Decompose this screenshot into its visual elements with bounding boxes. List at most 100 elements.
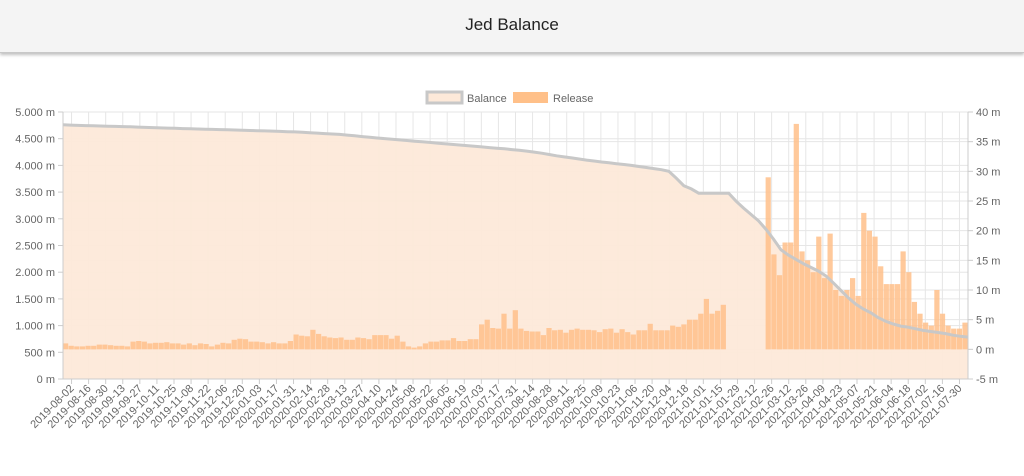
release-bar[interactable] xyxy=(782,242,788,350)
release-bar[interactable] xyxy=(445,340,451,350)
release-bar[interactable] xyxy=(675,326,681,350)
release-bar[interactable] xyxy=(254,341,260,350)
release-bar[interactable] xyxy=(928,325,934,350)
release-bar[interactable] xyxy=(383,335,389,350)
release-bar[interactable] xyxy=(299,335,305,350)
release-bar[interactable] xyxy=(844,290,850,350)
legend-balance-swatch[interactable] xyxy=(425,90,464,105)
release-bar[interactable] xyxy=(597,332,603,350)
release-bar[interactable] xyxy=(450,338,457,350)
release-bar[interactable] xyxy=(248,341,254,350)
release-bar[interactable] xyxy=(765,177,771,350)
release-bar[interactable] xyxy=(338,337,344,350)
release-bar[interactable] xyxy=(456,341,462,350)
release-bar[interactable] xyxy=(923,322,929,350)
release-bar[interactable] xyxy=(467,339,473,350)
release-bar[interactable] xyxy=(192,345,198,350)
release-bar[interactable] xyxy=(557,329,563,350)
release-bar[interactable] xyxy=(490,328,496,350)
release-bar[interactable] xyxy=(507,328,513,350)
release-bar[interactable] xyxy=(327,337,333,350)
release-bar[interactable] xyxy=(670,325,676,350)
release-bar[interactable] xyxy=(681,324,687,350)
release-bar[interactable] xyxy=(113,345,119,350)
release-bar[interactable] xyxy=(872,236,878,350)
release-bar[interactable] xyxy=(934,290,940,350)
release-bar[interactable] xyxy=(366,339,372,350)
release-bar[interactable] xyxy=(692,319,698,350)
release-bar[interactable] xyxy=(220,342,226,350)
release-bar[interactable] xyxy=(664,330,670,350)
release-bar[interactable] xyxy=(355,337,361,350)
release-bar[interactable] xyxy=(96,344,102,350)
release-bar[interactable] xyxy=(265,343,271,350)
release-bar[interactable] xyxy=(74,346,80,350)
release-bar[interactable] xyxy=(574,328,580,350)
release-bar[interactable] xyxy=(287,341,294,350)
release-bar[interactable] xyxy=(158,342,164,350)
release-bar[interactable] xyxy=(591,330,597,350)
release-bar[interactable] xyxy=(495,328,502,350)
release-bar[interactable] xyxy=(816,236,822,350)
release-bar[interactable] xyxy=(512,310,518,350)
release-bar[interactable] xyxy=(141,341,147,350)
release-bar[interactable] xyxy=(226,343,232,350)
release-bar[interactable] xyxy=(788,242,794,350)
release-bar[interactable] xyxy=(653,330,659,350)
release-bar[interactable] xyxy=(900,251,906,350)
release-bar[interactable] xyxy=(917,313,923,350)
release-bar[interactable] xyxy=(636,330,642,350)
release-bar[interactable] xyxy=(428,341,434,350)
legend-balance-label[interactable]: Balance xyxy=(467,93,507,105)
release-bar[interactable] xyxy=(625,332,631,350)
release-bar[interactable] xyxy=(164,342,170,350)
release-bar[interactable] xyxy=(332,338,339,350)
release-bar[interactable] xyxy=(523,330,530,350)
release-bar[interactable] xyxy=(793,123,799,350)
release-bar[interactable] xyxy=(304,336,310,350)
release-bar[interactable] xyxy=(951,328,957,350)
release-bar[interactable] xyxy=(417,346,423,350)
release-bar[interactable] xyxy=(377,335,384,350)
release-bar[interactable] xyxy=(293,334,299,350)
release-bar[interactable] xyxy=(462,341,468,350)
release-bar[interactable] xyxy=(799,251,805,350)
release-bar[interactable] xyxy=(484,319,490,350)
release-bar[interactable] xyxy=(613,332,620,350)
release-bar[interactable] xyxy=(518,328,524,350)
release-bar[interactable] xyxy=(771,254,777,350)
release-bar[interactable] xyxy=(630,334,636,350)
release-bar[interactable] xyxy=(535,331,541,350)
release-bar[interactable] xyxy=(642,330,648,350)
release-bar[interactable] xyxy=(79,346,86,350)
release-bar[interactable] xyxy=(186,343,192,350)
legend-release-swatch[interactable] xyxy=(513,92,548,103)
release-bar[interactable] xyxy=(102,344,108,350)
release-bar[interactable] xyxy=(91,345,97,350)
release-bar[interactable] xyxy=(552,330,558,350)
release-bar[interactable] xyxy=(108,345,114,350)
release-bar[interactable] xyxy=(568,329,575,350)
release-bar[interactable] xyxy=(529,331,535,350)
release-bar[interactable] xyxy=(203,344,209,350)
release-bar[interactable] xyxy=(602,329,608,350)
release-bar[interactable] xyxy=(479,324,485,350)
release-bar[interactable] xyxy=(237,338,243,350)
release-bar[interactable] xyxy=(906,272,912,350)
release-bar[interactable] xyxy=(939,313,946,350)
release-bar[interactable] xyxy=(703,298,710,350)
release-bar[interactable] xyxy=(833,290,839,350)
release-bar[interactable] xyxy=(580,329,586,350)
release-bar[interactable] xyxy=(422,343,429,350)
release-bar[interactable] xyxy=(720,304,726,350)
release-bar[interactable] xyxy=(563,332,569,350)
release-bar[interactable] xyxy=(709,313,715,350)
release-bar[interactable] xyxy=(866,230,873,350)
release-bar[interactable] xyxy=(124,346,131,350)
release-bar[interactable] xyxy=(147,343,153,350)
release-bar[interactable] xyxy=(242,339,249,350)
release-bar[interactable] xyxy=(68,345,74,350)
release-bar[interactable] xyxy=(276,343,282,350)
release-bar[interactable] xyxy=(405,346,412,350)
release-bar[interactable] xyxy=(861,212,867,350)
